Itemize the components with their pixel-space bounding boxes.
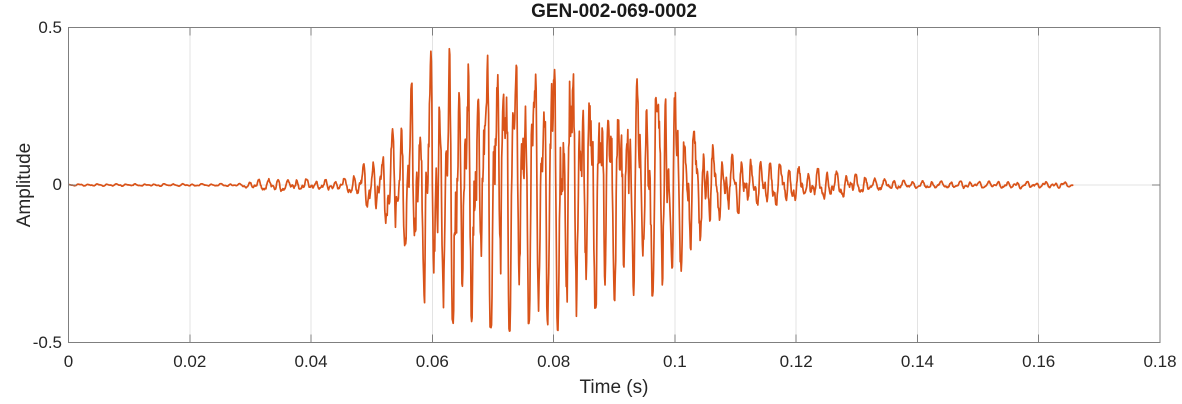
x-tick-label: 0.12 xyxy=(779,352,813,371)
x-tick-label: 0.04 xyxy=(294,352,328,371)
x-tick-label: 0.18 xyxy=(1143,352,1177,371)
y-tick-label: 0.5 xyxy=(38,17,62,37)
y-axis-label: Amplitude xyxy=(14,142,35,228)
axes-box xyxy=(68,27,1161,343)
y-tick-label: -0.5 xyxy=(32,332,62,352)
x-tick-label: 0.06 xyxy=(415,352,449,371)
x-tick-label: 0.08 xyxy=(537,352,571,371)
x-tick-label: 0.14 xyxy=(900,352,934,371)
x-tick-label: 0.16 xyxy=(1022,352,1056,371)
x-axis-label: Time (s) xyxy=(579,377,649,398)
waveform-trace xyxy=(68,47,1074,332)
x-tick-label: 0.1 xyxy=(663,352,687,371)
chart-title: GEN-002-069-0002 xyxy=(531,1,697,22)
x-tick-label: 0.02 xyxy=(173,352,207,371)
y-tick-label: 0 xyxy=(52,175,62,194)
x-tick-label: 0 xyxy=(63,352,74,371)
